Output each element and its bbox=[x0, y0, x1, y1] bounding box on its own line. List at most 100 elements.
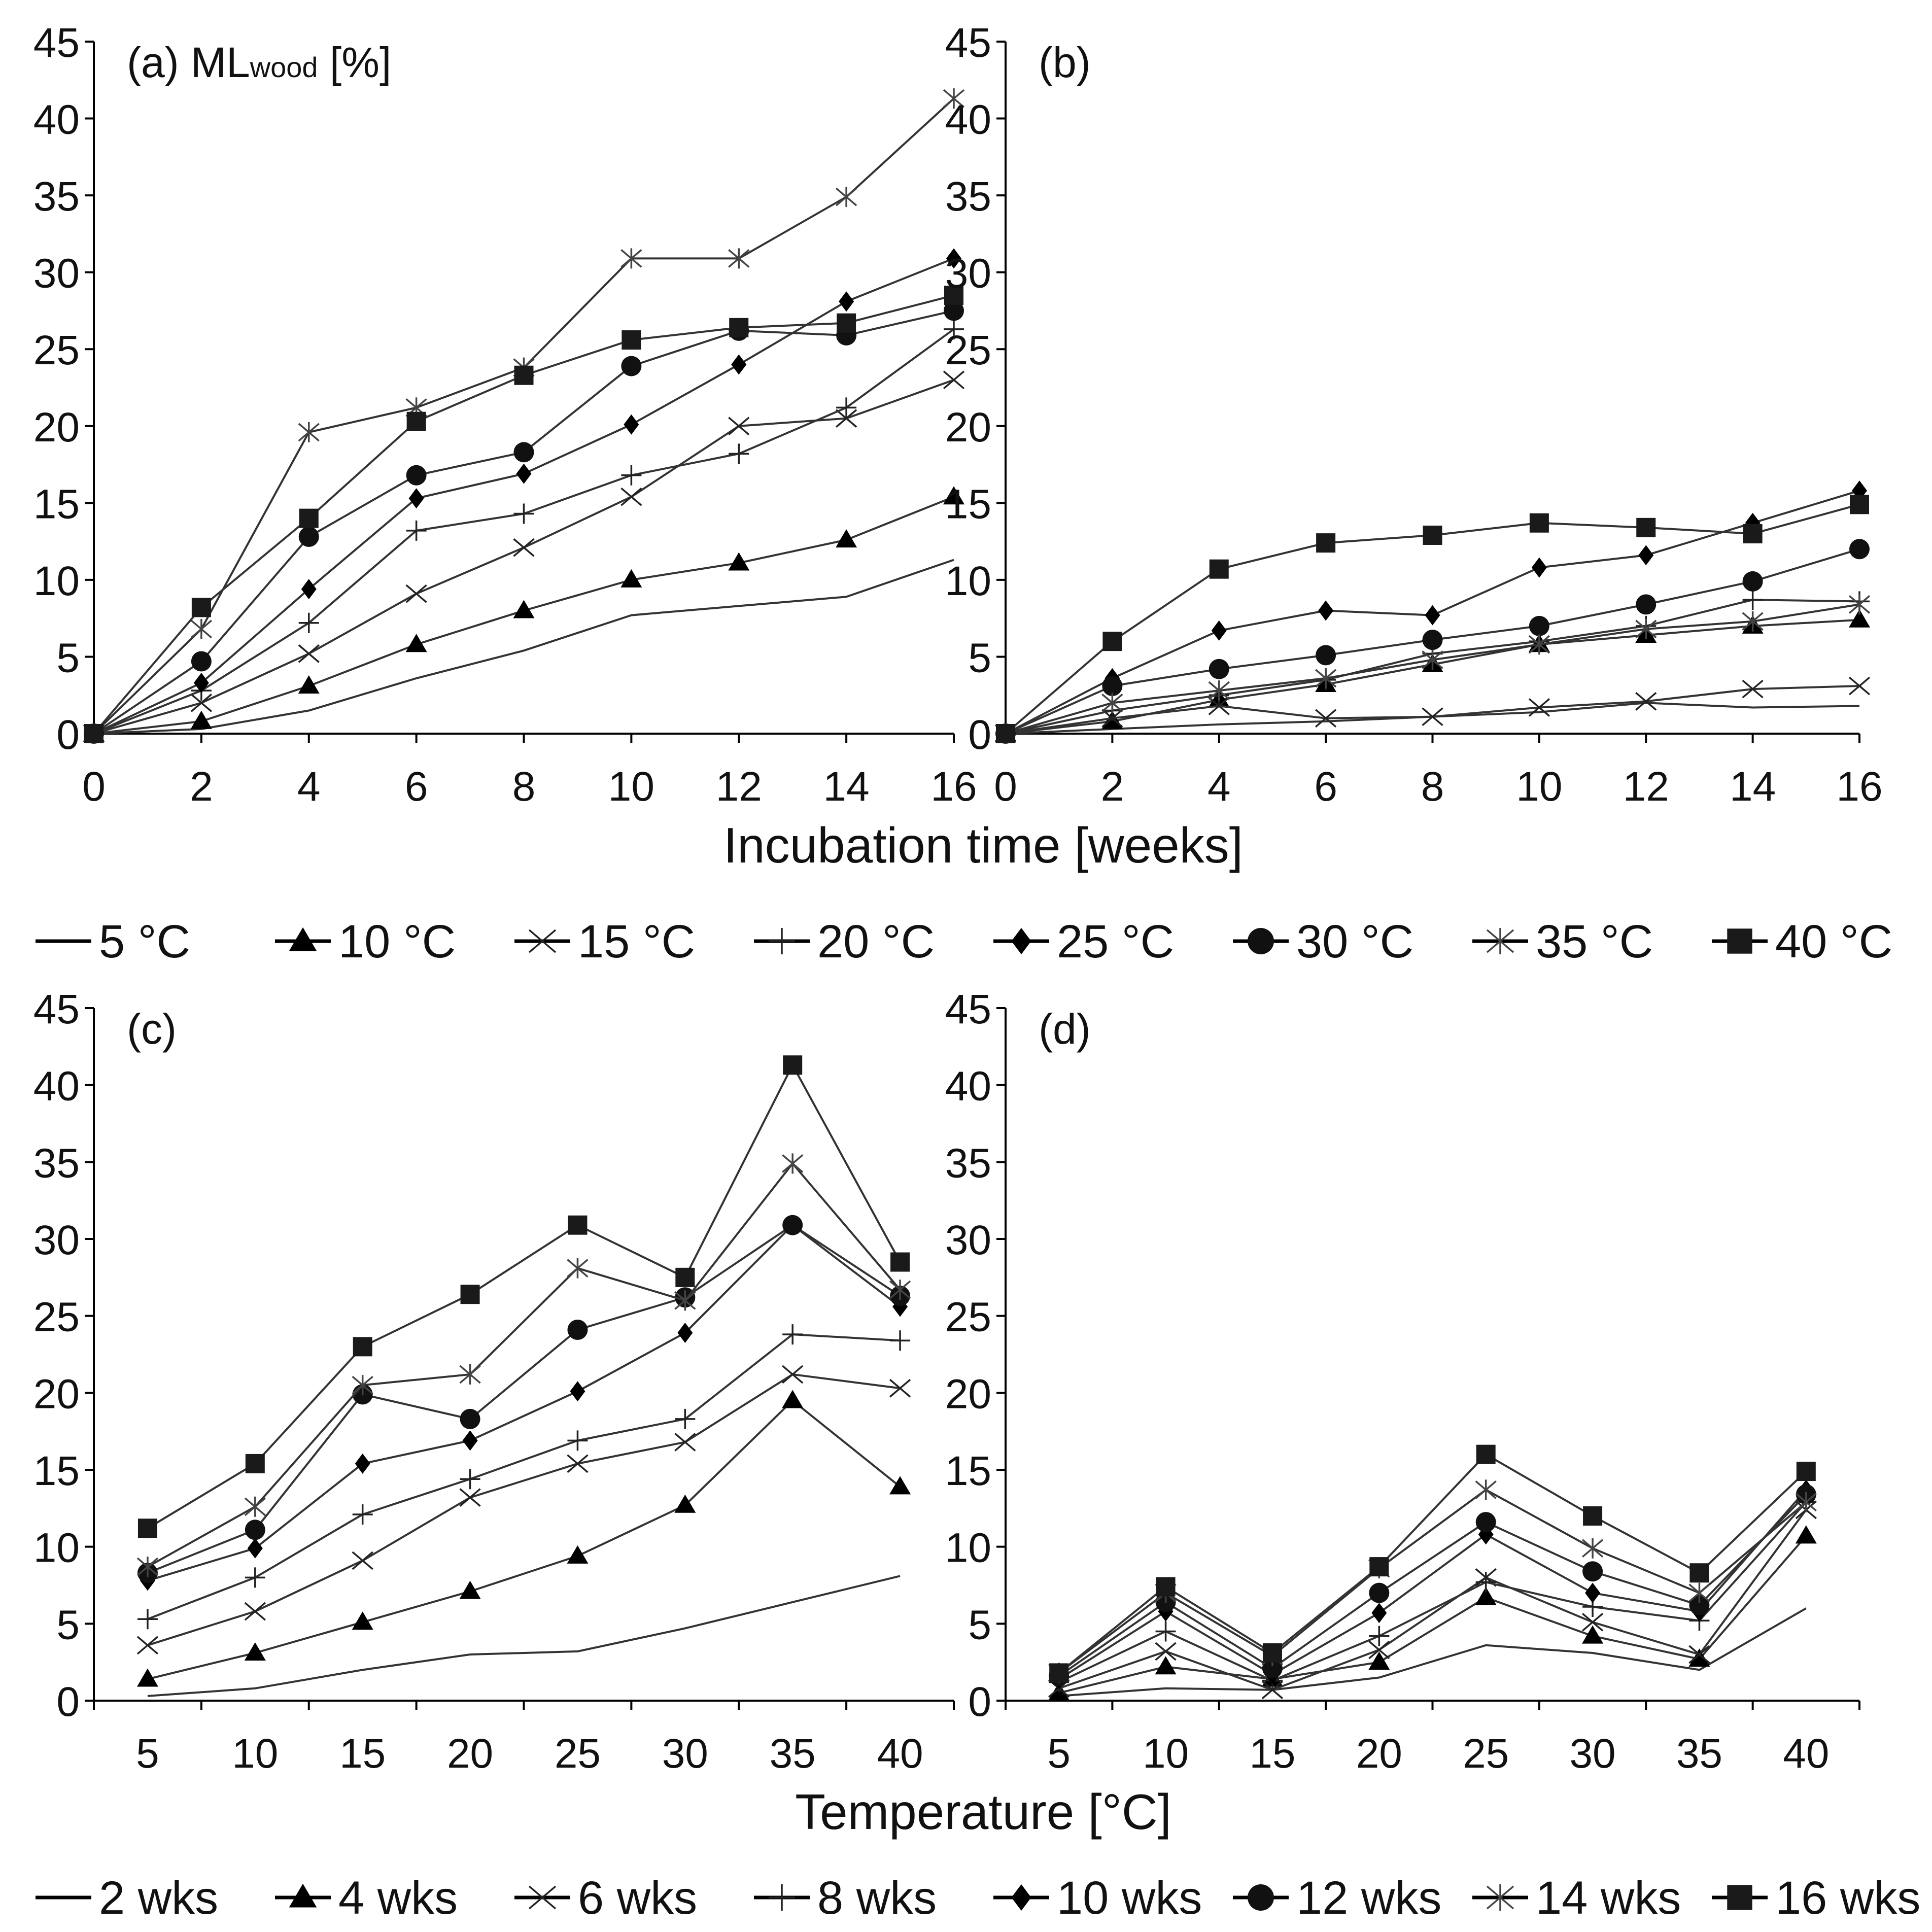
series-14-wks bbox=[136, 1153, 911, 1577]
x-tick-label: 10 bbox=[1143, 1731, 1189, 1777]
x-axis-label-bottom: Temperature [°C] bbox=[795, 1784, 1171, 1840]
series-25-c bbox=[86, 248, 961, 744]
data-point bbox=[944, 319, 964, 339]
data-point bbox=[406, 465, 427, 486]
x-tick-label: 20 bbox=[1356, 1731, 1402, 1777]
legend-marker bbox=[289, 927, 317, 951]
legend-marker bbox=[1011, 928, 1031, 954]
y-tick-label: 25 bbox=[33, 1294, 80, 1340]
data-point bbox=[1742, 611, 1764, 632]
data-point bbox=[190, 710, 212, 729]
series-line bbox=[1058, 1509, 1807, 1691]
data-point bbox=[1636, 594, 1657, 615]
data-point bbox=[890, 1330, 911, 1351]
y-tick-label: 5 bbox=[968, 1602, 991, 1648]
legend-label: 40 °C bbox=[1775, 916, 1892, 968]
data-point bbox=[1475, 1479, 1497, 1500]
data-point bbox=[1155, 1656, 1177, 1675]
data-point bbox=[622, 330, 641, 350]
y-tick-label: 45 bbox=[945, 986, 991, 1032]
data-point bbox=[1585, 1582, 1601, 1603]
data-point bbox=[514, 365, 534, 385]
data-point bbox=[1315, 709, 1337, 728]
data-point bbox=[1581, 1612, 1604, 1632]
series-line bbox=[1058, 1489, 1807, 1674]
series-line bbox=[147, 1224, 901, 1582]
x-tick-label: 10 bbox=[232, 1731, 278, 1777]
panel-title: (a) MLwood [%] bbox=[127, 39, 391, 86]
data-point bbox=[782, 1365, 804, 1384]
x-tick-label: 40 bbox=[877, 1731, 923, 1777]
y-tick-label: 10 bbox=[33, 558, 80, 604]
data-point bbox=[1049, 1663, 1069, 1683]
legend-label: 10 wks bbox=[1057, 1872, 1202, 1924]
data-point bbox=[1369, 1557, 1389, 1577]
data-point bbox=[782, 1215, 803, 1235]
data-point bbox=[245, 1520, 265, 1540]
legend-marker bbox=[1727, 928, 1752, 954]
data-point bbox=[352, 1551, 373, 1570]
data-point bbox=[620, 487, 642, 506]
x-tick-label: 35 bbox=[1676, 1731, 1722, 1777]
x-tick-label: 30 bbox=[662, 1731, 708, 1777]
y-tick-label: 0 bbox=[968, 712, 991, 758]
series-6-wks bbox=[136, 1365, 911, 1655]
data-point bbox=[835, 187, 857, 208]
x-axis-label-top: Incubation time [weeks] bbox=[723, 817, 1243, 873]
legend-top: 5 °C 10 °C 15 °C 20 °C 25 °C 30 °C 35 °C 40 °C bbox=[36, 916, 1892, 968]
data-point bbox=[245, 1567, 265, 1588]
data-point bbox=[1425, 605, 1440, 626]
y-tick-label: 30 bbox=[33, 1217, 80, 1263]
data-point bbox=[1423, 525, 1442, 545]
data-point bbox=[513, 600, 535, 618]
data-point bbox=[245, 1454, 265, 1473]
data-point bbox=[1531, 557, 1547, 578]
y-tick-label: 10 bbox=[33, 1525, 80, 1571]
x-tick-label: 5 bbox=[1047, 1731, 1071, 1777]
y-tick-label: 20 bbox=[33, 1371, 80, 1417]
x-tick-label: 40 bbox=[1783, 1731, 1829, 1777]
data-point bbox=[1102, 632, 1122, 651]
data-point bbox=[567, 1319, 588, 1340]
data-point bbox=[298, 644, 320, 663]
legend-item: 10 °C bbox=[275, 916, 456, 968]
y-tick-label: 15 bbox=[945, 1448, 991, 1494]
data-point bbox=[570, 1381, 585, 1402]
data-point bbox=[567, 1258, 589, 1279]
data-point bbox=[943, 370, 965, 390]
data-point bbox=[244, 1496, 266, 1517]
legend-item: 6 wks bbox=[514, 1872, 697, 1924]
x-tick-label: 5 bbox=[136, 1731, 159, 1777]
data-point bbox=[408, 488, 424, 509]
y-tick-label: 45 bbox=[945, 20, 991, 66]
series-30-c bbox=[995, 539, 1870, 744]
data-point bbox=[513, 538, 535, 557]
data-point bbox=[1796, 1462, 1816, 1481]
data-point bbox=[1368, 1651, 1390, 1670]
data-point bbox=[1529, 615, 1549, 636]
data-point bbox=[516, 463, 532, 484]
data-point bbox=[996, 724, 1015, 743]
y-tick-label: 35 bbox=[33, 1140, 80, 1186]
data-point bbox=[1850, 495, 1869, 514]
data-point bbox=[190, 618, 213, 639]
data-point bbox=[890, 1252, 910, 1272]
y-tick-label: 25 bbox=[33, 327, 80, 373]
data-point bbox=[1369, 1626, 1390, 1646]
data-point bbox=[1316, 533, 1336, 553]
data-point bbox=[459, 1364, 481, 1385]
data-point bbox=[298, 527, 319, 547]
panel-title: (c) bbox=[127, 1005, 177, 1053]
data-point bbox=[1742, 590, 1763, 610]
x-tick-label: 2 bbox=[1101, 764, 1124, 810]
x-tick-label: 14 bbox=[823, 764, 870, 810]
data-point bbox=[1688, 1582, 1710, 1603]
legend-label: 2 wks bbox=[99, 1872, 218, 1924]
y-tick-label: 30 bbox=[945, 251, 991, 297]
data-point bbox=[460, 1469, 480, 1490]
data-point bbox=[782, 1153, 804, 1174]
x-tick-label: 15 bbox=[339, 1731, 386, 1777]
y-tick-label: 40 bbox=[945, 1063, 991, 1110]
data-point bbox=[352, 1611, 373, 1630]
x-tick-label: 6 bbox=[405, 764, 428, 810]
